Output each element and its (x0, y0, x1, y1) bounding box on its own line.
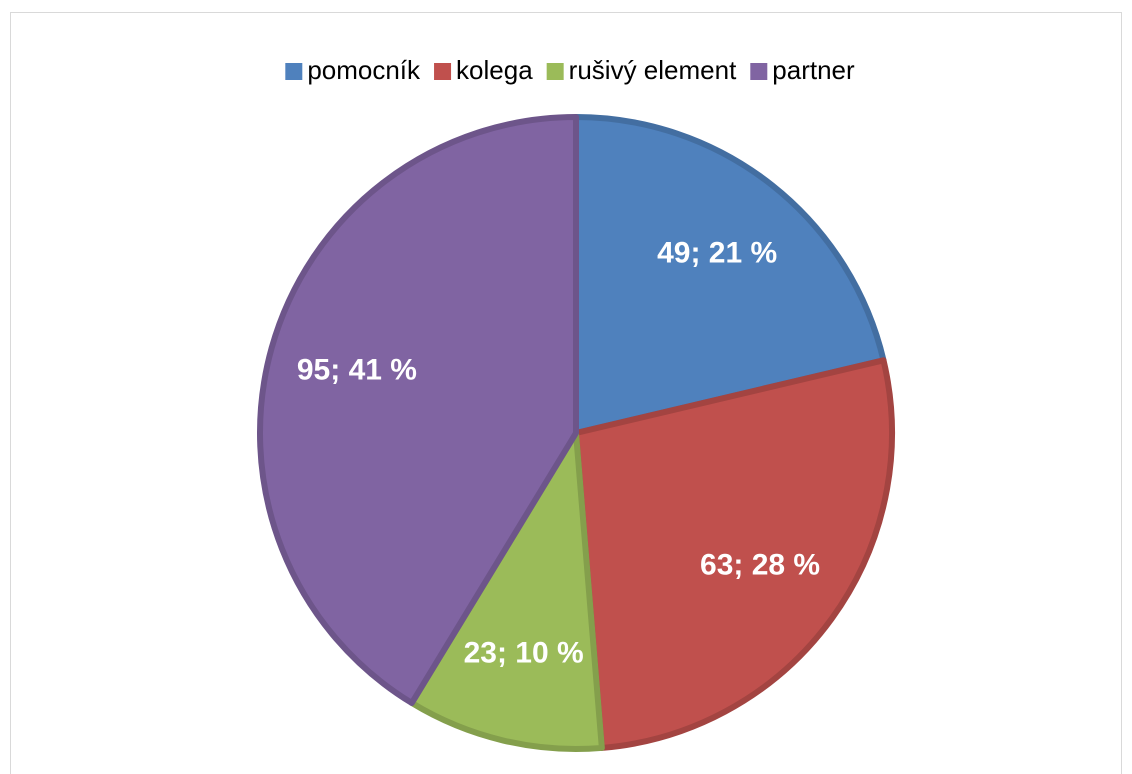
pie-slice (573, 114, 887, 436)
data-label: 23; 10 % (464, 636, 584, 669)
legend-swatch (434, 63, 452, 80)
pie-slice (408, 430, 605, 752)
legend-swatch (750, 63, 768, 80)
data-label: 49; 21 % (657, 236, 777, 269)
legend-text: partner (772, 55, 855, 85)
legend-text: kolega (456, 55, 533, 85)
pie-slice (257, 114, 579, 706)
data-label: 63; 28 % (700, 549, 820, 582)
pie-slice (573, 357, 895, 751)
legend: pomocník kolega rušivý element partner (285, 55, 855, 85)
pie (257, 114, 895, 752)
legend-text: rušivý element (569, 55, 737, 85)
legend-swatch (546, 63, 564, 80)
data-label: 95; 41 % (297, 354, 417, 387)
legend-swatch (285, 63, 303, 80)
legend-text: pomocník (307, 55, 421, 85)
data-labels: 49; 21 % 63; 28 % 23; 10 % 95; 41 % (297, 236, 820, 669)
